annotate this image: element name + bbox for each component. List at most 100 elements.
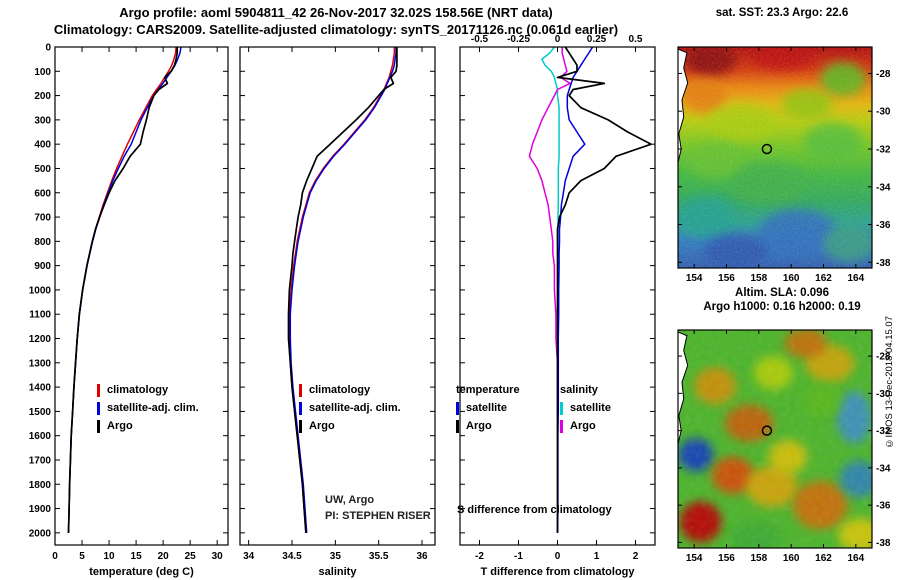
sst-map: 154 156 158 160 162 164 -28 -30 -32 -34 -36 -38 — [668, 28, 900, 295]
climatology-line-swatch — [97, 383, 100, 397]
svg-text:1200: 1200 — [29, 334, 52, 345]
svg-text:-32: -32 — [876, 145, 891, 156]
provider-annotation: UW, Argo — [325, 494, 375, 506]
legend-label: satellite-adj. clim. — [309, 402, 401, 414]
svg-text:-34: -34 — [876, 463, 891, 474]
svg-text:1600: 1600 — [29, 431, 52, 442]
page-title: Argo profile: aoml 5904811_42 26-Nov-201… — [119, 5, 553, 20]
s-difference-note: S difference from climatology — [457, 504, 612, 516]
sla-map: 154 156 158 160 162 164 -28 -30 -32 -34 -36 -38 — [668, 312, 900, 580]
svg-text:-28: -28 — [876, 69, 891, 80]
legend-label: climatology — [107, 384, 169, 396]
legend-label: Argo — [466, 420, 492, 432]
legend-item: climatology — [299, 381, 401, 399]
svg-text:25: 25 — [185, 551, 197, 562]
svg-text:20: 20 — [158, 551, 170, 562]
svg-text:-38: -38 — [876, 258, 891, 269]
svg-text:162: 162 — [815, 553, 832, 564]
legend-item: Argo — [560, 417, 611, 435]
svg-text:-36: -36 — [876, 501, 891, 512]
svg-text:800: 800 — [34, 237, 51, 248]
svg-text:-2: -2 — [475, 551, 484, 562]
legend-label: satellite-adj. clim. — [107, 402, 199, 414]
legend-label: satellite — [570, 402, 611, 414]
svg-text:100: 100 — [34, 67, 51, 78]
svg-text:-32: -32 — [876, 426, 891, 437]
svg-text:T difference from climatology: T difference from climatology — [480, 566, 635, 578]
svg-text:0: 0 — [555, 34, 561, 45]
svg-text:0.25: 0.25 — [587, 34, 607, 45]
legend-header: salinity — [560, 384, 598, 396]
legend-item: Argo — [456, 417, 520, 435]
svg-text:600: 600 — [34, 188, 51, 199]
svg-text:-0.5: -0.5 — [471, 34, 489, 45]
temperature-panel-legend: climatology satellite-adj. clim. Argo — [97, 381, 199, 435]
svg-text:1100: 1100 — [29, 310, 51, 321]
svg-text:-36: -36 — [876, 220, 891, 231]
svg-text:-34: -34 — [876, 182, 891, 193]
svg-text:158: 158 — [750, 273, 767, 284]
svg-text:200: 200 — [34, 91, 51, 102]
svg-text:400: 400 — [34, 140, 51, 151]
pi-annotation: PI: STEPHEN RISER — [325, 510, 431, 522]
argo-s-line-swatch — [560, 419, 563, 433]
diff-panel-legend-salinity: salinity satellite Argo — [560, 381, 611, 435]
svg-text:900: 900 — [34, 261, 51, 272]
climatology-line-swatch — [299, 383, 302, 397]
legend-item: Argo — [299, 417, 401, 435]
legend-item: climatology — [97, 381, 199, 399]
svg-text:0: 0 — [45, 43, 51, 54]
svg-text:15: 15 — [131, 551, 143, 562]
svg-text:1700: 1700 — [29, 455, 52, 466]
svg-text:10: 10 — [104, 551, 116, 562]
svg-text:156: 156 — [718, 553, 735, 564]
svg-text:-38: -38 — [876, 538, 891, 549]
svg-text:5: 5 — [79, 551, 85, 562]
svg-text:1: 1 — [594, 551, 600, 562]
page-subtitle: Climatology: CARS2009. Satellite-adjuste… — [53, 22, 619, 37]
legend-label: Argo — [570, 420, 596, 432]
svg-text:164: 164 — [847, 273, 864, 284]
svg-text:156: 156 — [718, 273, 735, 284]
svg-text:164: 164 — [847, 553, 864, 564]
svg-text:-30: -30 — [876, 107, 891, 118]
sst-map-title: sat. SST: 23.3 Argo: 22.6 — [715, 7, 849, 19]
svg-text:1900: 1900 — [29, 504, 52, 515]
svg-text:-0.25: -0.25 — [507, 34, 530, 45]
temperature-profile-chart: 0 100 200 300 400 500 600 700 800 900 1000 1100 1200… — [20, 28, 236, 580]
svg-text:30: 30 — [212, 551, 224, 562]
argo-line-swatch — [299, 419, 302, 433]
legend-header: temperature — [456, 384, 520, 396]
legend-label: climatology — [309, 384, 371, 396]
svg-text:700: 700 — [34, 213, 51, 224]
svg-text:salinity: salinity — [319, 566, 358, 578]
svg-text:35: 35 — [330, 551, 342, 562]
legend-label: Argo — [309, 420, 335, 432]
difference-profile-chart: -2 -1 0 1 2 -0.5 -0.25 0 0.25 0.5 T difference fro… — [450, 28, 662, 580]
svg-text:158: 158 — [750, 553, 767, 564]
argo-t-line-swatch — [456, 419, 459, 433]
svg-text:1500: 1500 — [29, 407, 52, 418]
svg-text:34.5: 34.5 — [282, 551, 302, 562]
satellite-t-line-swatch — [456, 401, 459, 415]
svg-text:36: 36 — [416, 551, 428, 562]
svg-text:160: 160 — [783, 553, 800, 564]
svg-text:2: 2 — [633, 551, 639, 562]
argo-line-swatch — [97, 419, 100, 433]
svg-text:1300: 1300 — [29, 358, 52, 369]
svg-text:500: 500 — [34, 164, 51, 175]
svg-text:1000: 1000 — [29, 285, 52, 296]
legend-label: satellite — [466, 402, 507, 414]
salinity-panel-legend: climatology satellite-adj. clim. Argo — [299, 381, 401, 435]
diff-panel-legend-temperature: temperature satellite Argo — [456, 381, 520, 435]
legend-item: satellite-adj. clim. — [299, 399, 401, 417]
copyright-stamp: ©IMOS 13-Dec-2018 04.15.07 — [884, 316, 895, 449]
svg-text:-1: -1 — [514, 551, 523, 562]
svg-text:-28: -28 — [876, 352, 891, 363]
svg-text:162: 162 — [815, 273, 832, 284]
svg-text:35.5: 35.5 — [369, 551, 389, 562]
legend-label: Argo — [107, 420, 133, 432]
legend-item: satellite — [456, 399, 520, 417]
svg-text:0.5: 0.5 — [629, 34, 643, 45]
